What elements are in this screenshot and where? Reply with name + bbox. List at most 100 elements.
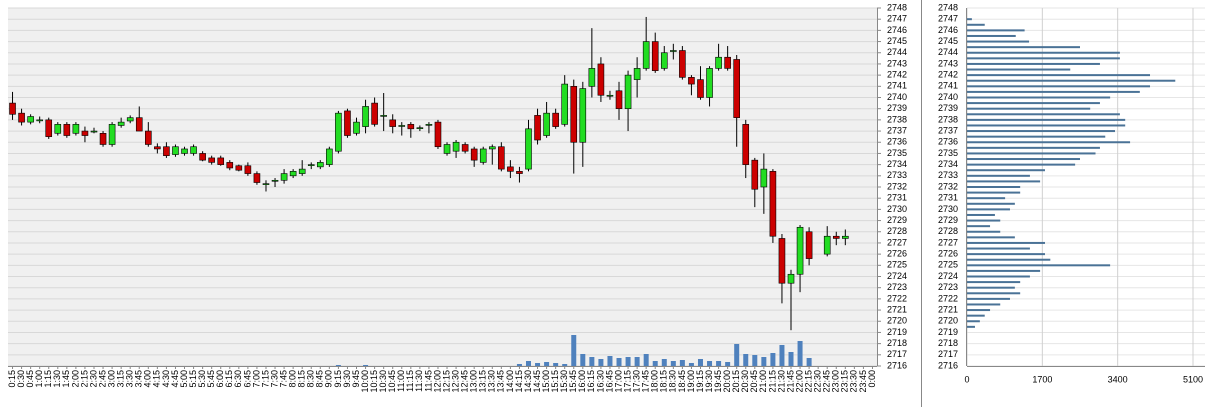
x-tick-label: 8:15 [297, 370, 307, 388]
candle-body [353, 121, 360, 134]
y-tick-label: 2745 [887, 36, 907, 46]
volume-bar [580, 354, 586, 366]
x-tick-label: 22:45 [822, 370, 832, 393]
x-tick-label: 18:00 [650, 370, 660, 393]
profile-bar [967, 191, 1021, 194]
x-tick-label: 19:30 [704, 370, 714, 393]
profile-bar [967, 85, 1151, 88]
profile-bar [967, 281, 1021, 284]
candle-body [362, 106, 369, 127]
candle-body [823, 235, 831, 255]
candle-body [90, 130, 98, 133]
x-tick-label: 0:45 [25, 370, 35, 388]
x-tick-label: 5:15 [188, 370, 198, 388]
profile-bar [967, 320, 980, 323]
candle-body [842, 235, 849, 239]
candle-body [660, 52, 668, 69]
candle-body [181, 148, 188, 154]
x-tick-label: 10:15 [369, 370, 379, 393]
x-tick-label: 12:15 [441, 370, 451, 393]
candle-body [289, 171, 297, 177]
candle-body [724, 56, 731, 69]
x-tick-label: 1:15 [43, 370, 53, 388]
x-tick-label: 2:30 [88, 370, 98, 388]
y-tick-label: 2747 [887, 14, 907, 24]
x-tick-label: 11:45 [423, 370, 433, 392]
candle-body [117, 121, 125, 126]
profile-bar [967, 297, 1010, 300]
profile-bar [967, 292, 1021, 295]
x-tick-label: 5:00 [179, 370, 189, 388]
candle-body [172, 146, 179, 155]
x-tick-label: 0:30 [16, 370, 26, 388]
candle-body [271, 179, 279, 182]
y-tick-label: 2743 [887, 58, 907, 68]
candle-body [72, 124, 80, 134]
x-tick-label: 7:30 [269, 370, 279, 388]
x-tick-label: 3:00 [106, 370, 116, 388]
x-tick-label: 21:30 [776, 370, 786, 393]
profile-bar [967, 18, 972, 21]
candle-body [498, 146, 505, 170]
x-tick-label: 10:30 [378, 370, 388, 393]
y-tick-label: 2747 [938, 14, 958, 24]
candle-body [733, 59, 740, 118]
candle-body [443, 144, 451, 154]
candle-body [226, 162, 234, 169]
candle-body [135, 117, 143, 132]
candle-body [190, 146, 197, 154]
y-tick-label: 2733 [938, 170, 958, 180]
candle-body [9, 102, 16, 115]
x-tick-label: 11:15 [405, 370, 415, 392]
x-tick-label: 0:15 [7, 370, 17, 388]
profile-bar [967, 135, 1106, 138]
profile-bar [967, 236, 1015, 239]
x-tick-label: 12:45 [460, 370, 470, 393]
profile-bar [967, 275, 1030, 278]
candle-body [751, 159, 759, 190]
y-tick-label: 2724 [887, 271, 907, 281]
candle-body [45, 119, 53, 137]
candle-body [832, 235, 840, 239]
profile-bar [967, 325, 975, 328]
volume-bar [363, 365, 369, 366]
profile-bar [967, 169, 1045, 172]
volume-bar [335, 365, 341, 366]
x-tick-label: 6:15 [224, 370, 234, 388]
x-tick-label: 1:30 [52, 370, 62, 388]
x-tick-label: 18:15 [659, 370, 669, 393]
candle-body [488, 146, 496, 150]
x-tick-label: 9:00 [324, 370, 334, 388]
y-tick-label: 2741 [887, 81, 907, 91]
x-tick-label: 21:00 [758, 370, 768, 393]
profile-bar [967, 208, 1010, 211]
y-tick-label: 2728 [938, 226, 958, 236]
x-tick-label: 14:30 [523, 370, 533, 393]
candle-body [606, 94, 614, 97]
volume-bar [589, 357, 595, 366]
profile-bar [967, 241, 1045, 244]
volume-bar [607, 356, 613, 366]
y-tick-label: 2736 [938, 137, 958, 147]
x-tick-label: 23:30 [849, 370, 859, 393]
volume-bar [571, 335, 577, 366]
candle-body [280, 173, 288, 181]
volume-bar [562, 364, 568, 366]
profile-bar [967, 34, 1016, 37]
y-tick-label: 2742 [938, 70, 958, 80]
y-tick-label: 2716 [887, 360, 907, 370]
candle-body [470, 148, 478, 161]
candle-body [371, 102, 378, 125]
x-tick-label: 2:15 [79, 370, 89, 388]
profile-bar [967, 51, 1120, 54]
x-tick-label: 7:00 [251, 370, 261, 388]
x-tick-label: 7:45 [278, 370, 288, 388]
x-tick-label: 3:30 [125, 370, 135, 388]
volume-bar [661, 359, 667, 366]
x-tick-label: 19:45 [713, 370, 723, 393]
candle-body [516, 171, 523, 174]
x-tick-label: 15:30 [559, 370, 569, 393]
x-tick-label: 16:15 [586, 370, 596, 393]
profile-bar [967, 118, 1126, 121]
